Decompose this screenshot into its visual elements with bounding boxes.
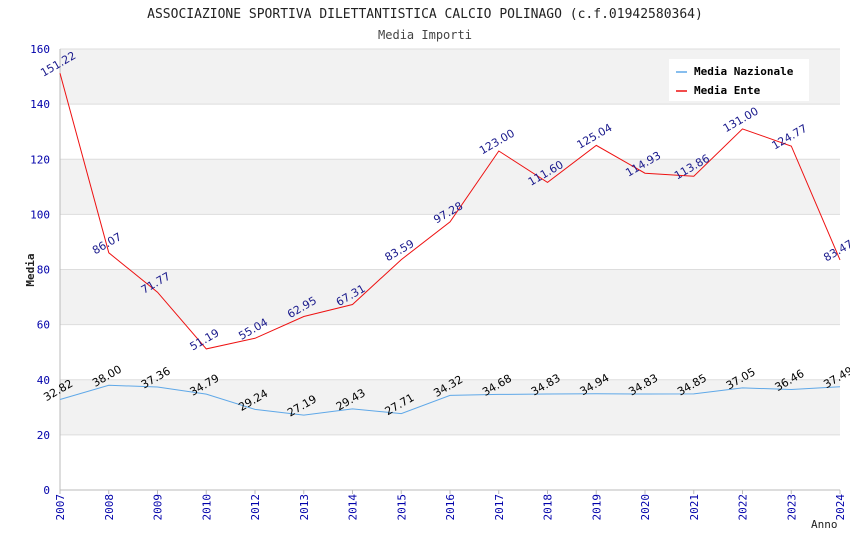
chart-subtitle: Media Importi	[378, 28, 472, 42]
legend-label-media-ente: Media Ente	[694, 84, 761, 97]
y-tick-label: 40	[37, 374, 50, 387]
x-tick-label: 2022	[737, 494, 750, 521]
y-axis-label: Media	[24, 253, 37, 286]
x-tick-label: 2014	[347, 494, 360, 521]
y-tick-label: 80	[37, 264, 50, 277]
series-line-media-nazionale	[59, 384, 841, 416]
x-tick-label: 2015	[395, 494, 408, 521]
x-tick-label: 2019	[590, 494, 603, 521]
data-label: 83.59	[383, 237, 417, 264]
legend-box	[669, 59, 809, 101]
x-tick-label: 2010	[200, 494, 213, 521]
plot-band	[60, 269, 840, 325]
y-tick-label: 0	[43, 484, 50, 497]
data-label: 83.47	[821, 237, 850, 264]
y-tick-label: 140	[30, 98, 50, 111]
y-tick-label: 60	[37, 319, 50, 332]
series-lines	[59, 73, 841, 416]
y-tick-label: 20	[37, 429, 50, 442]
x-tick-label: 2023	[785, 494, 798, 521]
x-tick-label: 2024	[834, 494, 847, 521]
x-tick-label: 2016	[444, 494, 457, 521]
x-tick-label: 2021	[688, 494, 701, 521]
x-tick-label: 2012	[249, 494, 262, 521]
data-label: 51.19	[188, 326, 222, 353]
x-tick-label: 2020	[639, 494, 652, 521]
data-label: 123.00	[477, 127, 517, 158]
x-tick-label: 2017	[493, 494, 506, 521]
x-tick-label: 2009	[152, 494, 165, 521]
y-tick-label: 160	[30, 43, 50, 56]
legend: Media Nazionale Media Ente	[669, 59, 809, 101]
y-tick-label: 120	[30, 153, 50, 166]
legend-label-media-nazionale: Media Nazionale	[694, 65, 794, 78]
y-tick-label: 100	[30, 208, 50, 221]
x-axis-label: Anno	[811, 518, 838, 531]
plot-band	[60, 159, 840, 215]
x-tick-label: 2008	[103, 494, 116, 521]
plot-band	[60, 379, 840, 435]
data-label: 124.77	[770, 122, 810, 153]
plot-background	[60, 49, 840, 435]
x-tick-label: 2007	[54, 494, 67, 521]
data-label: 86.07	[90, 230, 124, 257]
y-tick-labels: 0 20 40 60 80 100 120 140 160	[30, 43, 50, 497]
axes	[59, 49, 841, 494]
chart-title: ASSOCIAZIONE SPORTIVA DILETTANTISTICA CA…	[147, 7, 703, 22]
x-tick-label: 2018	[542, 494, 555, 521]
series-line-media-ente	[59, 73, 841, 350]
x-tick-label: 2013	[298, 494, 311, 521]
x-tick-labels: 2007 2008 2009 2010 2012 2013 2014 2015 2016 2017…	[54, 494, 847, 521]
